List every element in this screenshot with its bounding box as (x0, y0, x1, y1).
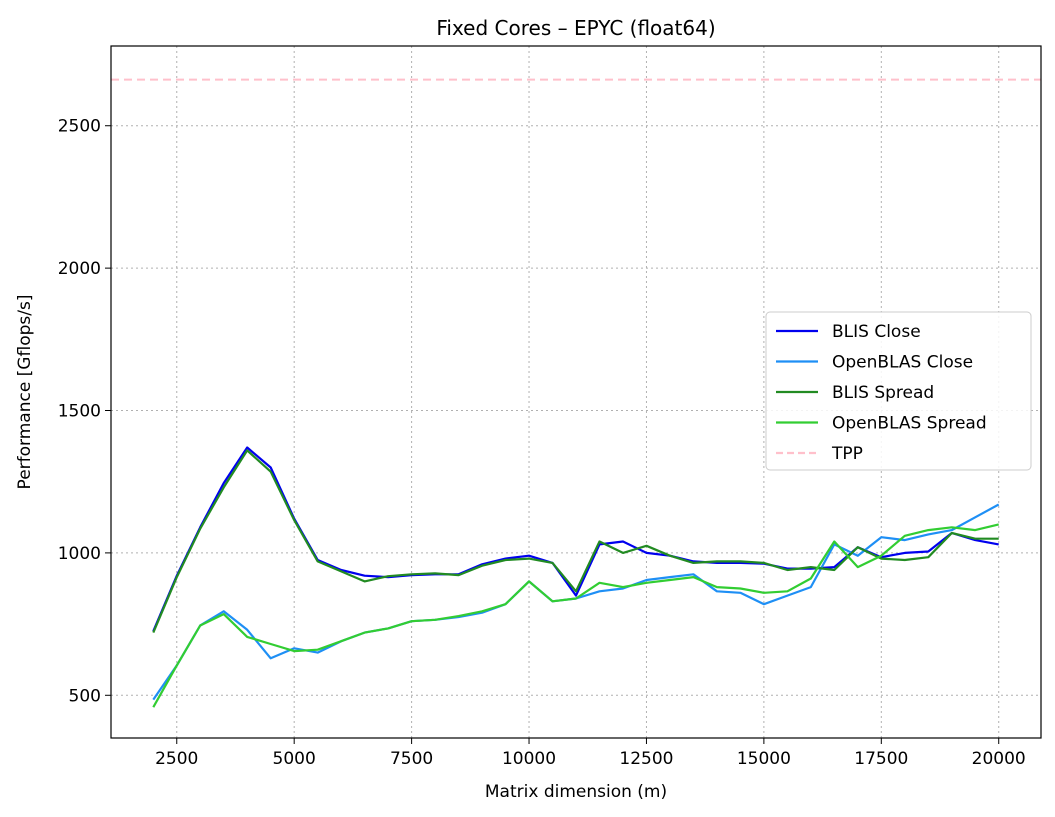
x-tick-label: 20000 (972, 749, 1026, 769)
x-tick-label: 10000 (502, 749, 556, 769)
series-line-blis-spread (152, 449, 999, 634)
legend-label-openblas-close: OpenBLAS Close (832, 353, 973, 373)
plot-area (110, 45, 1042, 739)
x-tick-label: 17500 (854, 749, 908, 769)
legend-label-blis-close: BLIS Close (832, 322, 921, 342)
legend-label-openblas-spread: OpenBLAS Spread (832, 414, 987, 434)
x-tick-label: 7500 (390, 749, 433, 769)
y-tick-label: 2000 (58, 259, 101, 279)
y-tick-label: 500 (69, 686, 101, 706)
y-tick-label: 1000 (58, 544, 101, 564)
series-line-blis-close (152, 446, 999, 632)
series-line-openblas-close (152, 503, 1000, 701)
legend-label-tpp: TPP (831, 444, 863, 464)
x-tick-label: 15000 (737, 749, 791, 769)
x-axis-title: Matrix dimension (m) (485, 782, 667, 802)
y-axis-title: Performance [Gflops/s] (15, 295, 35, 490)
y-tick-label: 1500 (58, 402, 101, 422)
x-tick-label: 12500 (619, 749, 673, 769)
x-axis: 2500 5000 7500 10000 12500 15000 17500 20000 (155, 738, 1026, 769)
x-tick-label: 5000 (273, 749, 316, 769)
series-line-openblas-spread (152, 523, 999, 708)
series-lines (152, 446, 1000, 708)
x-tick-label: 2500 (155, 749, 198, 769)
y-tick-label: 2500 (58, 117, 101, 137)
y-axis: 500 1000 1500 2000 2500 (58, 117, 111, 706)
chart-title: Fixed Cores – EPYC (float64) (436, 16, 715, 40)
legend-label-blis-spread: BLIS Spread (832, 383, 934, 403)
legend: BLIS Close OpenBLAS Close BLIS Spread OpenB… (765, 311, 1032, 471)
legend-box (765, 311, 1032, 471)
